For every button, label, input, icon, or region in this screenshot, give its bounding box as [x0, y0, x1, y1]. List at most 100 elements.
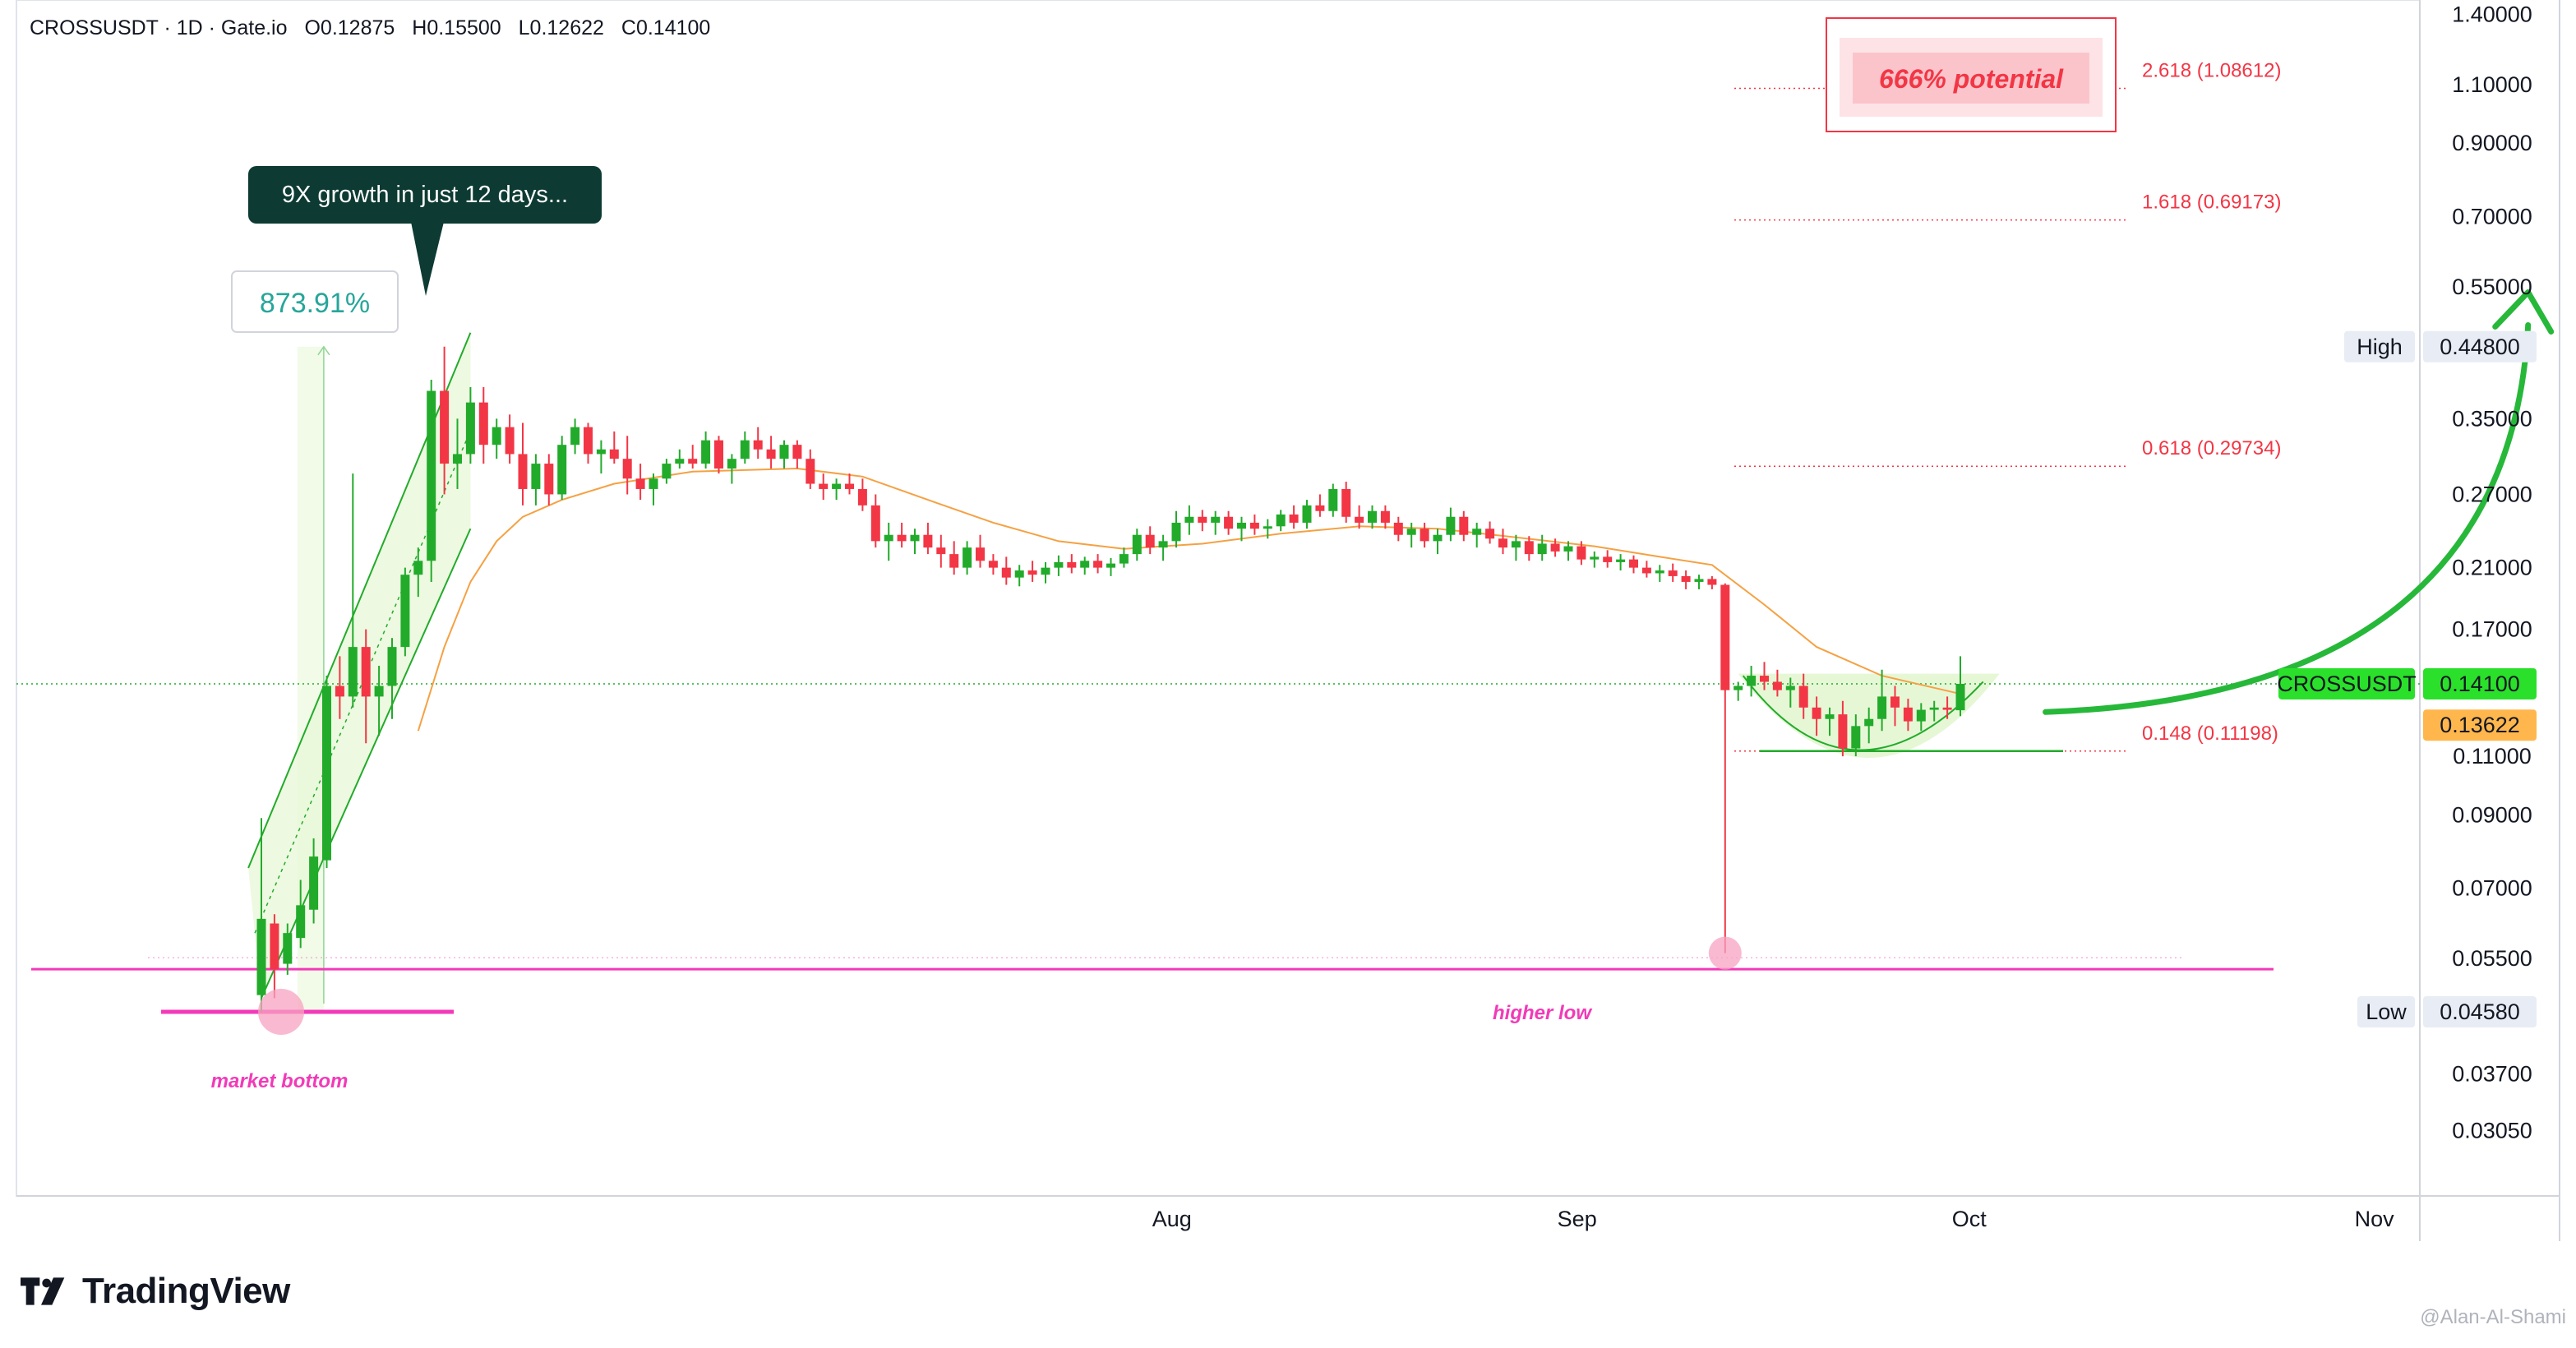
- overlay-layer: [258, 289, 2555, 1035]
- candle-body: [1198, 516, 1207, 523]
- y-tick-label: 0.70000: [2452, 204, 2532, 229]
- candle-body: [1694, 579, 1704, 582]
- target-arrow-head: [2492, 289, 2555, 335]
- candle-body: [857, 488, 867, 505]
- candle-body: [1825, 714, 1835, 719]
- y-tick-label: 0.17000: [2452, 617, 2532, 642]
- candle-body: [1459, 516, 1469, 535]
- candle-body: [478, 402, 488, 445]
- candle-body: [1929, 707, 1939, 710]
- high-label: H: [412, 16, 427, 39]
- candle-body: [1276, 514, 1286, 527]
- candle-body: [1080, 561, 1090, 568]
- candle-body: [1772, 681, 1782, 690]
- candle-body: [635, 478, 645, 489]
- candle-body: [1616, 559, 1626, 562]
- y-tick-label: 0.35000: [2452, 406, 2532, 431]
- candle-body: [348, 647, 358, 697]
- candle-body: [1406, 529, 1416, 535]
- candle-body: [1289, 514, 1299, 523]
- candle-body: [923, 534, 933, 548]
- x-tick-label: Sep: [1558, 1207, 1597, 1231]
- drawing-lines: 2.618 (1.08612) 1.618 (0.69173) 0.618 (0.2…: [16, 60, 2420, 1014]
- y-tick-label: 0.11000: [2453, 744, 2532, 769]
- growth-percent-box: [231, 270, 399, 333]
- market-bottom-marker: [258, 988, 304, 1035]
- rounding-bottom-curve: [1742, 675, 1984, 751]
- y-tick-label: 0.09000: [2452, 802, 2532, 827]
- price-axis[interactable]: 1.40000 1.10000 0.90000 0.70000 0.55000 0.350…: [2277, 2, 2537, 1143]
- candle-body: [1393, 522, 1403, 535]
- candle-body: [1368, 510, 1377, 523]
- potential-box: 666% potential: [1826, 17, 2117, 132]
- growth-percent-text: 873.91%: [260, 288, 370, 319]
- close-value: 0.14100: [636, 16, 710, 39]
- candle-body: [688, 459, 698, 464]
- candle-body: [1877, 696, 1887, 719]
- candle-body: [387, 647, 397, 686]
- candle-body: [662, 464, 672, 479]
- candle-body: [1511, 541, 1521, 548]
- candle-body: [1027, 570, 1037, 575]
- candle-body: [1655, 570, 1664, 574]
- tradingview-brand[interactable]: TradingView: [20, 1271, 290, 1312]
- low-tag-label-box: [2357, 995, 2415, 1027]
- x-tick-label: Oct: [1952, 1207, 1987, 1231]
- y-tick-label: 1.10000: [2452, 72, 2532, 97]
- candle-body: [1577, 546, 1586, 560]
- growth-callout: 9X growth in just 12 days...: [248, 166, 602, 296]
- candle-body: [1420, 529, 1429, 542]
- y-tick-label: 0.05500: [2452, 946, 2532, 971]
- candle-body: [1641, 567, 1651, 574]
- y-tick-label: 0.27000: [2452, 482, 2532, 506]
- candle-body: [570, 427, 580, 445]
- time-axis[interactable]: AugSepOctNovDec: [1152, 1207, 2576, 1231]
- candle-body: [609, 449, 619, 459]
- candle-body: [1171, 522, 1181, 542]
- candle-body: [779, 445, 789, 459]
- last-price-tag-label: CROSSUSDT: [2277, 672, 2417, 696]
- candle-body: [1054, 561, 1064, 568]
- target-arrow: [2043, 321, 2532, 715]
- candle-body: [622, 459, 632, 479]
- candle-body: [322, 686, 331, 861]
- candle-body: [806, 459, 815, 484]
- candle-body: [505, 427, 515, 455]
- candle-body: [1942, 707, 1952, 710]
- candle-body: [766, 449, 776, 459]
- potential-box-fill-inner: [1853, 53, 2089, 104]
- candle-body: [1328, 488, 1338, 511]
- last-price-tag-box: [2423, 667, 2537, 699]
- candle-body: [1838, 714, 1848, 749]
- low-value: 0.12622: [530, 16, 604, 39]
- candle-body: [283, 933, 293, 964]
- candle-body: [936, 547, 946, 555]
- fib-level-label: 1.618 (0.69173): [2142, 192, 2281, 214]
- candle-body: [1106, 563, 1115, 568]
- symbol-line: CROSSUSDT · 1D · Gate.io: [30, 16, 288, 39]
- candle-body: [1707, 579, 1717, 585]
- candle-body: [270, 923, 279, 970]
- candle-body: [1603, 556, 1613, 562]
- candle-body: [413, 561, 423, 575]
- candle-body: [1537, 543, 1547, 555]
- candle-body: [1864, 718, 1874, 727]
- candle-body: [1550, 543, 1560, 552]
- candle-body: [1785, 686, 1795, 690]
- candle-body: [963, 547, 972, 568]
- candle-body: [1355, 516, 1364, 523]
- candle-body: [557, 445, 567, 495]
- candle-body: [1067, 561, 1077, 568]
- candle-body: [453, 454, 462, 464]
- candle-body: [1145, 534, 1155, 548]
- candle-body: [910, 534, 920, 542]
- candle-body: [1851, 726, 1861, 749]
- candle-body: [1184, 516, 1194, 523]
- fib-level-label: 2.618 (1.08612): [2142, 60, 2281, 82]
- candle-body: [427, 390, 436, 561]
- candle-body: [1747, 676, 1757, 686]
- candle-body: [753, 440, 763, 450]
- candle-body: [714, 440, 723, 469]
